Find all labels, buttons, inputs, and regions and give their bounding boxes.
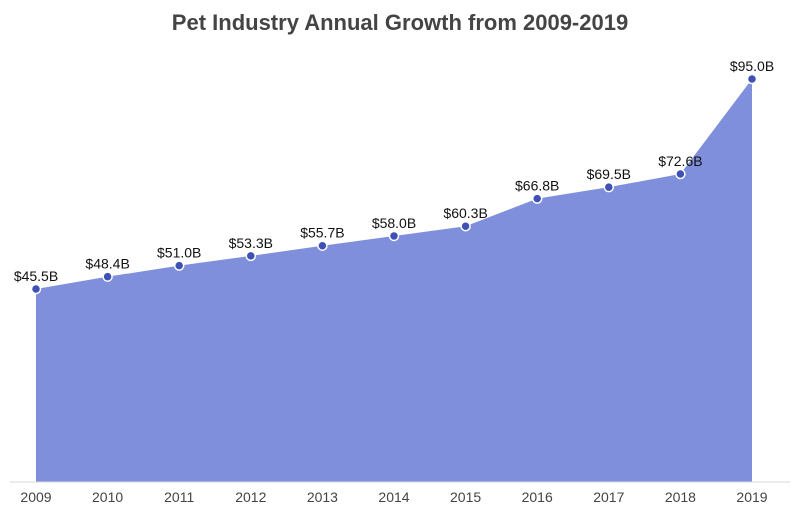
x-tick-label-2009: 2009 [20, 489, 51, 505]
data-point-2016 [531, 193, 543, 204]
x-tick-label-2016: 2016 [522, 489, 553, 505]
data-label-2010: $48.4B [85, 256, 129, 272]
data-label-2015: $60.3B [443, 205, 487, 221]
data-label-2018: $72.6B [658, 153, 702, 169]
x-tick-label-2013: 2013 [307, 489, 338, 505]
x-tick-label-2014: 2014 [378, 489, 409, 505]
x-tick-label-2017: 2017 [593, 489, 624, 505]
x-tick-label-2019: 2019 [736, 489, 767, 505]
data-point-2010 [102, 271, 113, 282]
data-point-2018 [675, 168, 686, 180]
data-label-2019: $95.0B [730, 58, 774, 74]
x-tick-label-2015: 2015 [450, 489, 481, 505]
chart-title: Pet Industry Annual Growth from 2009-201… [171, 10, 629, 35]
data-point-2014 [388, 230, 400, 242]
data-label-2009: $45.5B [14, 268, 58, 284]
data-point-2017 [603, 181, 615, 193]
data-point-2011 [173, 260, 185, 271]
x-tick-label-2018: 2018 [665, 489, 696, 505]
data-point-2012 [245, 250, 257, 262]
area-fill [36, 79, 752, 482]
x-tick-label-2011: 2011 [164, 489, 194, 505]
data-point-2009 [30, 283, 42, 295]
data-label-2017: $69.5B [587, 166, 631, 182]
data-label-2011: $51.0B [157, 245, 201, 261]
data-label-2013: $55.7B [300, 225, 344, 241]
x-tick-label-2010: 2010 [92, 489, 123, 505]
data-label-2012: $53.3B [229, 235, 273, 251]
data-point-2019 [746, 73, 758, 85]
data-point-2015 [460, 220, 471, 232]
data-label-2014: $58.0B [372, 215, 416, 231]
data-label-2016: $66.8B [515, 178, 559, 194]
x-tick-label-2012: 2012 [235, 489, 266, 505]
data-point-2013 [317, 240, 328, 251]
